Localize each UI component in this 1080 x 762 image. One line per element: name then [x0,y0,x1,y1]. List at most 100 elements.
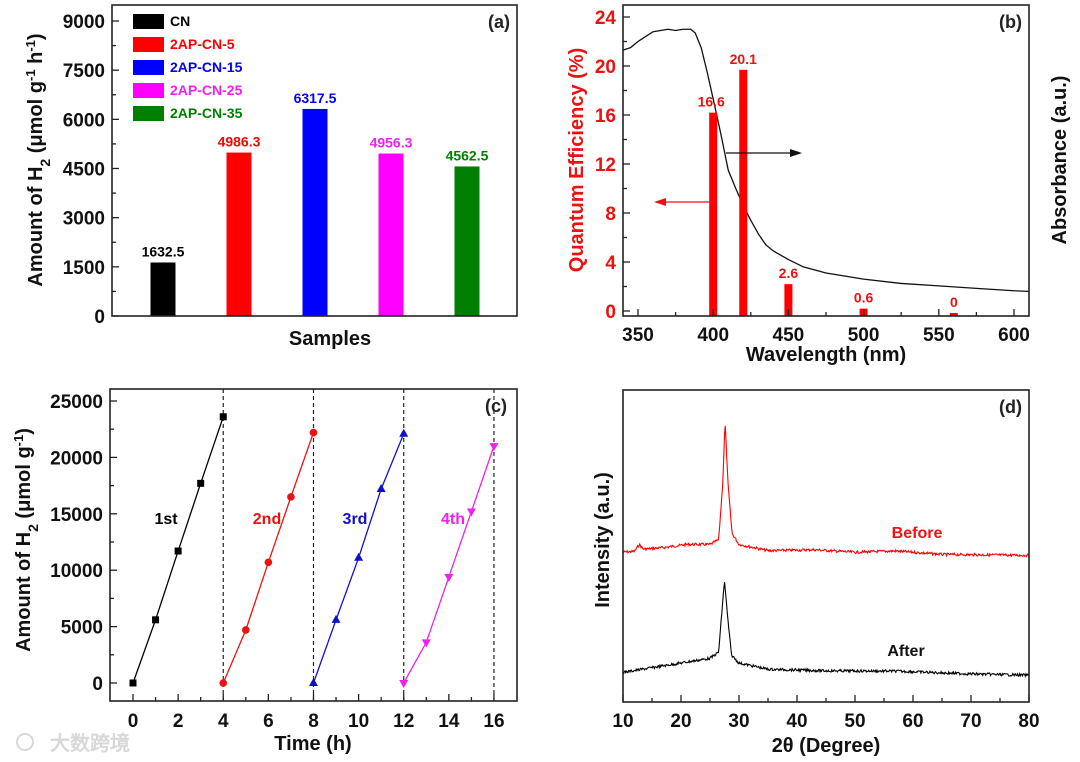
data-point-4th [466,508,476,517]
xrd-pattern-Before [622,425,1030,558]
panel-label: (d) [999,397,1022,417]
series-label: After [887,643,924,660]
data-point-2nd [309,428,318,437]
legend-swatch-2AP-CN-5 [133,37,164,52]
series-label: 1st [154,511,178,528]
x-tick-label: 10 [348,711,369,732]
x-tick-label: 6 [263,711,274,732]
data-point-2nd [242,626,250,634]
data-point-4th [421,639,431,648]
panel-label: (c) [485,396,507,416]
x-tick-label: 2 [173,711,184,732]
panel-label: (b) [999,12,1022,32]
panel-b-axes [622,4,1030,317]
y-tick-label: 24 [595,8,617,29]
y-axis-label: Amount of H2 (μmol g-1) [11,428,42,652]
x-tick-label: 80 [1018,711,1039,732]
x-tick-label: 4 [218,711,229,732]
legend-label: 2AP-CN-35 [170,105,243,121]
y-tick-label: 10000 [50,561,103,582]
bar-value-label: 4956.3 [370,135,413,151]
x-axis-label: Time (h) [274,733,351,755]
y-tick-label: 5000 [61,618,103,639]
x-tick-label: 550 [923,325,955,346]
data-point-1st [219,413,227,421]
watermark: 大数跨境 [50,731,130,755]
qe-bar-560 [949,313,958,316]
x-tick-label: 40 [786,711,807,732]
x-tick-label: 8 [308,711,319,732]
data-point-3rd [308,678,318,686]
x-tick-label: 70 [960,711,981,732]
legend-swatch-2AP-CN-15 [133,60,164,75]
series-label: 3rd [343,511,368,528]
qe-value-label: 0.6 [854,290,874,306]
x-tick-label: 350 [622,325,654,346]
y-tick-label: 0 [605,302,616,323]
qe-value-label: 2.6 [779,265,799,281]
qe-value-label: 16.6 [698,94,725,110]
y-axis-label: Intensity (a.u.) [592,472,614,608]
data-point-4th [399,680,409,688]
y-tick-label: 8 [605,204,616,225]
x-tick-label: 450 [773,325,805,346]
data-point-3rd [354,552,364,561]
xrd-pattern-After [622,582,1030,678]
data-point-4th [444,573,454,582]
qe-bar-420 [739,69,748,317]
y-axis-label-part: Amount of H [25,167,47,287]
bar-2AP-CN-5 [226,152,252,316]
x-tick-label: 10 [612,711,633,732]
data-point-2nd [264,558,273,567]
qe-value-label: 20.1 [730,51,757,67]
panel-a-axes [111,4,518,317]
y-axis-label-left: Quantum Efficiency (%) [566,48,588,272]
y-axis-label-part: (μmol g [13,446,35,524]
data-point-1st [174,547,182,555]
data-point-4th [489,443,499,452]
y-tick-label: 25000 [50,392,103,413]
arrow-left-head [654,198,666,206]
y-axis-label-right: Absorbance (a.u.) [1049,76,1071,245]
x-tick-label: 600 [998,325,1030,346]
y-tick-label: 7500 [63,61,105,82]
y-tick-label: 9000 [63,12,105,33]
panel-c: 1st 2nd 3rd 4th 0 5000 10000 15000 20000 25000 0 2 4… [11,389,507,755]
arrow-right-head [790,149,802,157]
bar-CN [150,262,176,316]
x-tick-label: 60 [902,711,923,732]
bar-value-label: 6317.5 [294,90,337,106]
y-axis-label-part: ) [25,33,47,40]
qe-value-label: 0 [950,294,958,310]
series-line-4th [403,445,495,684]
y-axis-label-part: -1 [23,69,38,81]
x-tick-label: 30 [728,711,749,732]
y-tick-label: 15000 [50,505,103,526]
bar-2AP-CN-15 [302,108,328,316]
data-point-3rd [376,483,386,492]
panel-d: Before After 10 20 30 40 50 60 70 80 (d) 2θ (Degree… [592,397,1040,757]
absorbance-curve [622,28,1030,293]
y-tick-label: 4 [605,253,616,274]
x-tick-label: 12 [393,711,414,732]
x-tick-label: 50 [844,711,865,732]
y-tick-label: 4500 [63,160,105,181]
legend-swatch-2AP-CN-35 [133,106,164,121]
x-axis-label: Samples [289,328,371,350]
legend-swatch-2AP-CN-25 [133,83,164,98]
x-tick-label: 400 [697,325,729,346]
x-tick-label: 16 [483,711,504,732]
panel-b: 16.6 20.1 2.6 0.6 0 0 4 8 12 16 20 24 350 400 450 500 55… [566,8,1071,366]
bar-value-label: 4562.5 [446,147,489,163]
legend-swatch-CN [133,14,164,29]
data-point-3rd [331,614,341,623]
x-tick-label: 0 [128,711,139,732]
x-axis-label: 2θ (Degree) [772,735,881,757]
data-point-3rd [399,428,409,437]
series-label: 4th [441,511,465,528]
y-axis-label: Amount of H2 (μmol g-1 h-1) [23,33,54,286]
x-tick-label: 14 [438,711,460,732]
y-tick-label: 6000 [63,110,105,131]
y-tick-label: 16 [595,106,616,127]
